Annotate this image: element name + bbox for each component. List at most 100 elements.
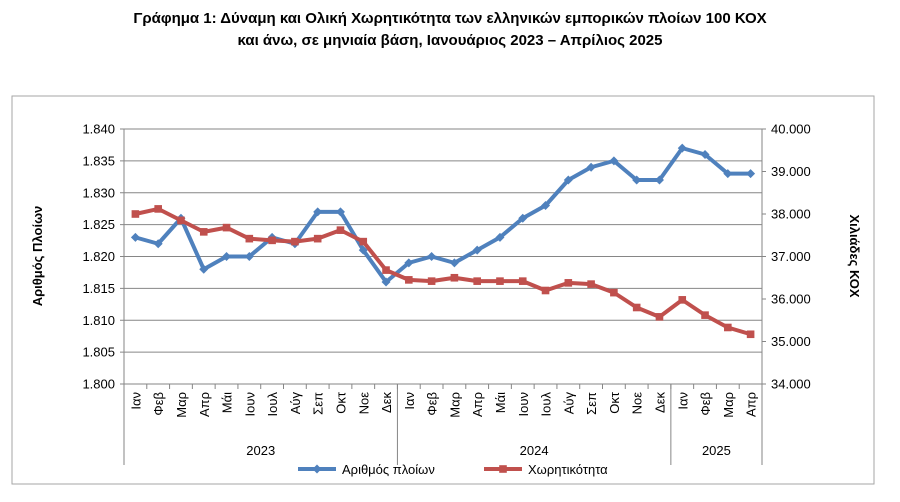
data-point (496, 277, 504, 285)
y-left-tick-label: 1.825 (82, 217, 115, 232)
chart-frame (11, 95, 875, 485)
legend-label: Χωρητικότητα (528, 462, 608, 477)
series-layer (130, 143, 756, 339)
data-point (654, 175, 664, 185)
chart-title: Γράφημα 1: Δύναμη και Ολική Χωρητικότητα… (0, 8, 900, 52)
data-point (405, 276, 413, 284)
data-point (541, 286, 550, 295)
data-point (746, 169, 756, 179)
legend-swatch-marker (312, 464, 322, 474)
data-point (564, 279, 573, 287)
y-axis-right-label: Χιλιάδες ΚΟΧ (847, 214, 862, 297)
data-point (495, 232, 505, 242)
data-point (336, 226, 345, 234)
x-tick-label: Απρ (470, 392, 485, 417)
data-point (222, 223, 231, 232)
data-point (199, 264, 209, 274)
data-point (632, 175, 642, 185)
data-point (700, 150, 710, 159)
data-point (609, 156, 619, 166)
y-right-tick-label: 39.000 (771, 164, 811, 179)
x-tick-label: Αύγ (288, 392, 303, 415)
x-tick-label: Απρ (744, 392, 759, 417)
y-left-tick-label: 1.800 (82, 377, 115, 392)
data-point (518, 213, 528, 223)
data-point (313, 207, 323, 217)
x-tick-label: Ιαν (128, 392, 143, 410)
x-tick-label: Ιουλ (265, 392, 280, 417)
y-right-tick-label: 35.000 (771, 334, 811, 349)
data-point (291, 237, 299, 246)
x-tick-label: Ιουν (516, 392, 531, 416)
x-tick-label: Μαρ (174, 392, 189, 418)
data-point (473, 277, 481, 285)
y-left-tick-label: 1.815 (82, 281, 115, 296)
x-tick-label: Ιουλ (539, 392, 554, 417)
data-point (153, 239, 163, 249)
data-point (268, 236, 276, 245)
data-point (587, 280, 595, 288)
x-tick-label: Σεπ (584, 392, 599, 415)
data-point (199, 228, 208, 236)
x-tick-label: Ιαν (675, 392, 690, 410)
x-tick-label: Δεκ (379, 392, 394, 413)
y-axis-right: 34.000 35.000 36.000 37.000 38.000 39.000 40.0… (762, 122, 811, 392)
x-tick-label: Σεπ (311, 392, 326, 415)
x-tick-label: Μάι (220, 392, 235, 413)
data-point (450, 273, 459, 282)
y-right-tick-label: 40.000 (771, 122, 811, 137)
x-tick-label: Δεκ (652, 392, 667, 413)
data-point (313, 234, 322, 243)
data-point (359, 237, 368, 246)
y-left-tick-label: 1.820 (82, 249, 115, 264)
y-left-tick-label: 1.810 (82, 313, 115, 328)
data-point (632, 303, 641, 312)
year-label: 2023 (246, 443, 275, 458)
data-point (245, 234, 254, 243)
data-point (381, 277, 391, 287)
series-line (134, 206, 752, 337)
data-point (358, 245, 368, 255)
series-line (134, 146, 751, 284)
y-axis-left: 1.800 1.805 1.810 1.815 1.820 1.825 1.830 1.835… (82, 122, 124, 392)
data-point (222, 252, 232, 261)
x-tick-label: Μαρ (447, 392, 462, 418)
data-point (427, 252, 437, 261)
x-tick-label: Νοε (356, 392, 371, 415)
x-tick-label: Απρ (197, 392, 212, 417)
legend-swatch-marker (499, 465, 507, 473)
data-point (472, 245, 482, 255)
y-left-tick-label: 1.840 (82, 122, 115, 137)
chart-title-line1: Γράφημα 1: Δύναμη και Ολική Χωρητικότητα… (133, 10, 767, 27)
x-tick-label: Φεβ (425, 392, 440, 416)
chart-title-line2: και άνω, σε μηνιαία βάση, Ιανουάριος 202… (237, 32, 663, 49)
y-right-tick-label: 36.000 (771, 292, 811, 307)
data-point (382, 266, 390, 274)
x-axis: Ιαν Φεβ Μαρ Απρ Μάι Ιουν Ιουλ Αύγ Σεπ Οκτ Νοε Δεκ Ια… (123, 384, 763, 465)
y-left-tick-label: 1.830 (82, 185, 115, 200)
data-point (404, 258, 414, 268)
y-right-tick-label: 37.000 (771, 249, 811, 264)
x-tick-label: Μαρ (721, 392, 736, 418)
data-point (655, 313, 664, 321)
data-point (678, 296, 687, 304)
y-axis-left-label: Αριθμός Πλοίων (30, 206, 45, 307)
legend: Αριθμός πλοίων Χωρητικότητα (298, 462, 608, 477)
data-point (427, 277, 436, 285)
y-left-tick-label: 1.835 (82, 153, 115, 168)
year-label: 2024 (520, 443, 549, 458)
data-point (586, 162, 596, 172)
data-point (154, 205, 162, 213)
year-label: 2025 (702, 443, 731, 458)
data-point (724, 323, 732, 332)
x-tick-label: Αύγ (561, 392, 576, 415)
y-left-tick-label: 1.805 (82, 345, 115, 360)
x-tick-label: Ιουν (242, 392, 257, 416)
y-right-tick-label: 38.000 (771, 207, 811, 222)
data-point (677, 143, 687, 153)
data-point (746, 330, 755, 339)
data-point (130, 232, 140, 242)
x-tick-label: Μάι (493, 392, 508, 413)
x-tick-label: Οκτ (333, 391, 348, 414)
